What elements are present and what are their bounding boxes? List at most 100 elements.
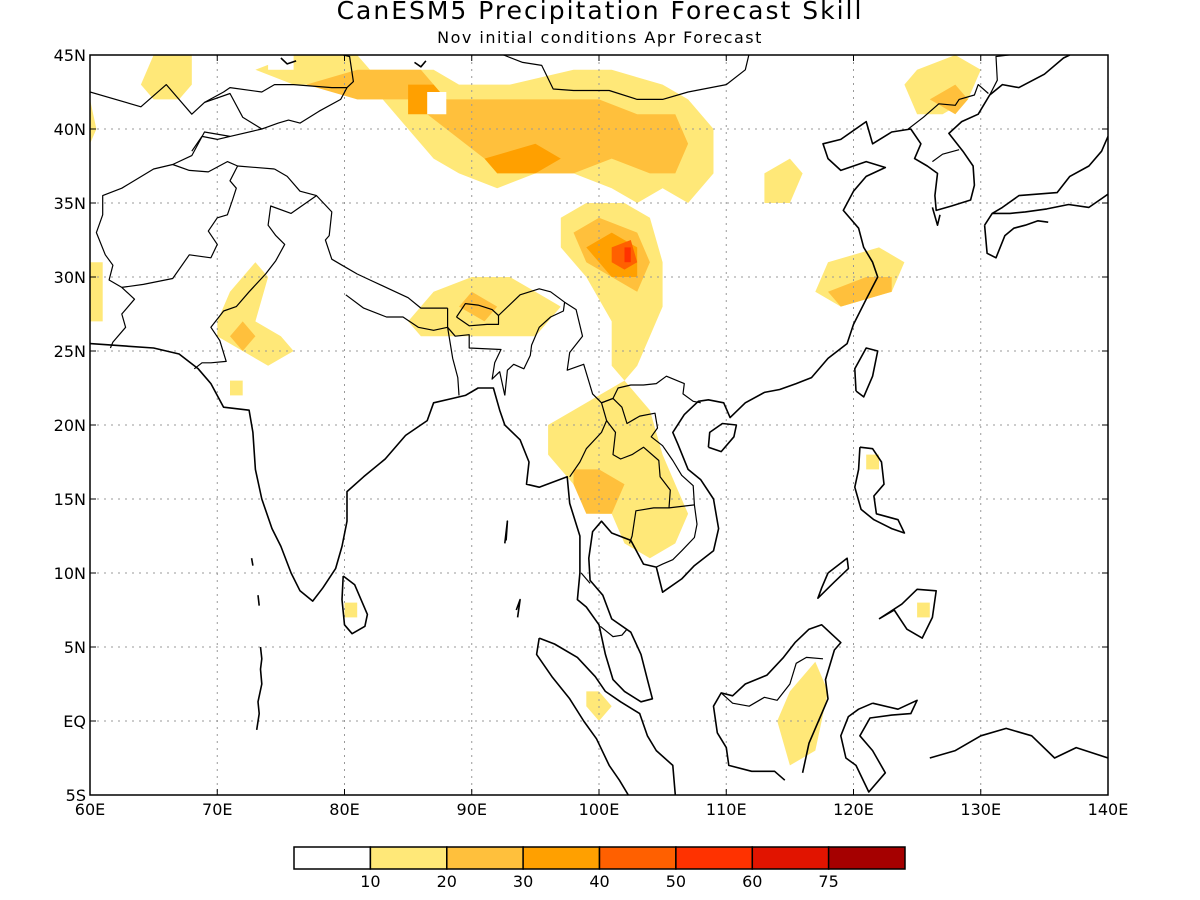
- lon-tick-label: 60E: [75, 800, 105, 819]
- country-border: [121, 165, 239, 288]
- country-border: [343, 55, 348, 56]
- colorbar-label: 75: [818, 872, 838, 891]
- lon-tick-label: 110E: [706, 800, 747, 819]
- lat-tick-label: 25N: [54, 342, 86, 361]
- lat-tick-label: 10N: [54, 564, 86, 583]
- colorbar-label: 30: [513, 872, 533, 891]
- coastline: [931, 207, 941, 226]
- colorbar-label: 60: [742, 872, 762, 891]
- country-border: [456, 303, 499, 318]
- lon-tick-label: 100E: [579, 800, 620, 819]
- colorbar-label: 40: [589, 872, 609, 891]
- lat-tick-label: 30N: [54, 268, 86, 287]
- country-border: [932, 149, 960, 163]
- coastline: [983, 193, 1108, 226]
- skill-region: [484, 143, 561, 174]
- coastline: [878, 588, 938, 639]
- lat-tick-label: 5N: [64, 638, 86, 657]
- country-border: [447, 327, 460, 396]
- skill-region: [624, 247, 631, 263]
- lat-tick-label: 5S: [66, 786, 86, 805]
- map-title: CanESM5 Precipitation Forecast Skill: [336, 0, 864, 25]
- lat-tick-label: 35N: [54, 194, 86, 213]
- country-border: [274, 168, 358, 275]
- colorbar-swatch: [598, 846, 677, 870]
- coastline: [712, 623, 842, 781]
- lon-tick-label: 80E: [329, 800, 359, 819]
- lat-tick-label: 40N: [54, 120, 86, 139]
- country-border: [456, 315, 500, 327]
- coastline: [515, 598, 521, 618]
- coastline: [465, 55, 467, 56]
- lat-tick-label: 15N: [54, 490, 86, 509]
- country-border: [498, 288, 701, 404]
- coastline: [90, 55, 1071, 703]
- country-border: [599, 625, 628, 638]
- coastline: [817, 557, 850, 600]
- colorbar-swatch: [675, 846, 754, 870]
- coastline: [414, 60, 427, 68]
- country-border: [345, 294, 449, 331]
- gridlines: [90, 55, 1108, 795]
- country-border: [204, 83, 347, 103]
- missing-data-patch: [427, 92, 447, 115]
- country-border: [356, 273, 448, 309]
- country-border: [580, 572, 591, 584]
- skill-region: [230, 321, 256, 351]
- lat-tick-label: 20N: [54, 416, 86, 435]
- skill-region: [777, 661, 828, 766]
- lon-tick-label: 140E: [1088, 800, 1129, 819]
- country-border: [172, 161, 275, 173]
- lon-tick-label: 90E: [457, 800, 487, 819]
- colorbar-label: 20: [437, 872, 457, 891]
- skill-region: [344, 602, 358, 618]
- colorbar-swatch: [446, 846, 524, 870]
- skill-region: [917, 602, 930, 618]
- axis-ticks: 60E 70E 80E 90E 100E 110E 120E 130E 140E 45N 40N 35…: [54, 46, 1129, 819]
- coastline: [257, 595, 260, 606]
- skill-region: [764, 158, 803, 203]
- coastline: [1107, 106, 1108, 109]
- coastline: [839, 699, 918, 793]
- skill-region: [230, 380, 243, 396]
- country-border: [720, 656, 824, 707]
- country-border: [90, 83, 263, 349]
- skill-region: [459, 291, 498, 322]
- country-borders: [90, 55, 1014, 707]
- coastline: [280, 57, 297, 65]
- skill-region: [90, 99, 97, 144]
- lat-tick-label: 45N: [54, 46, 86, 65]
- colorbar: 10 20 30 40 50 60 75: [293, 846, 906, 891]
- country-border: [261, 55, 354, 130]
- missing-data-patch: [268, 55, 294, 70]
- skill-shading: [90, 55, 981, 766]
- country-border: [668, 504, 695, 509]
- skill-region: [306, 69, 689, 174]
- coastline: [853, 347, 879, 398]
- country-border: [500, 55, 750, 101]
- coastline: [250, 558, 254, 566]
- coastline: [504, 520, 509, 544]
- skill-region: [217, 262, 294, 366]
- skill-region: [611, 240, 638, 270]
- colorbar-swatch: [522, 846, 601, 870]
- skill-region: [548, 380, 689, 559]
- coastline: [991, 136, 1108, 215]
- country-border: [193, 195, 317, 370]
- lat-tick-label: EQ: [63, 712, 86, 731]
- country-border: [191, 135, 231, 152]
- coastline: [983, 220, 1049, 259]
- country-border: [606, 420, 671, 544]
- colorbar-swatch: [293, 846, 372, 870]
- skill-region: [90, 262, 103, 322]
- colorbar-label: 50: [666, 872, 686, 891]
- skill-region: [140, 55, 192, 100]
- coastline: [255, 646, 263, 731]
- skill-region: [828, 277, 892, 307]
- colorbar-swatch: [751, 846, 830, 870]
- colorbar-swatch: [369, 846, 448, 870]
- coastline: [853, 446, 906, 534]
- coastline: [707, 422, 738, 453]
- skill-region: [573, 469, 625, 514]
